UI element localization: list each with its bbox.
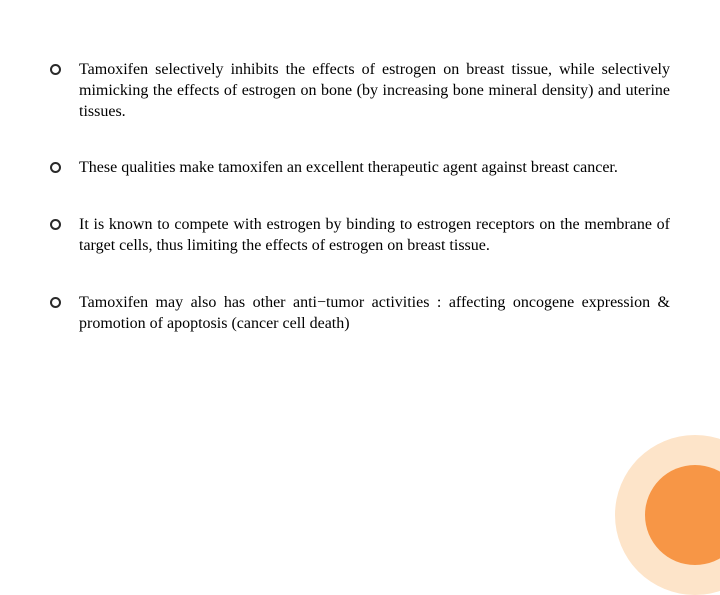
list-item: These qualities make tamoxifen an excell…	[50, 158, 670, 179]
list-item: Tamoxifen selectively inhibits the effec…	[50, 60, 670, 122]
bullet-text: Tamoxifen may also has other anti−tumor …	[79, 293, 670, 335]
bullet-text: Tamoxifen selectively inhibits the effec…	[79, 60, 670, 122]
bullet-icon	[50, 64, 61, 75]
content-area: Tamoxifen selectively inhibits the effec…	[50, 60, 670, 334]
bullet-text: These qualities make tamoxifen an excell…	[79, 158, 670, 179]
bullet-icon	[50, 297, 61, 308]
list-item: Tamoxifen may also has other anti−tumor …	[50, 293, 670, 335]
bullet-icon	[50, 219, 61, 230]
bullet-icon	[50, 162, 61, 173]
slide-container: Tamoxifen selectively inhibits the effec…	[0, 0, 720, 540]
list-item: It is known to compete with estrogen by …	[50, 215, 670, 257]
bullet-text: It is known to compete with estrogen by …	[79, 215, 670, 257]
